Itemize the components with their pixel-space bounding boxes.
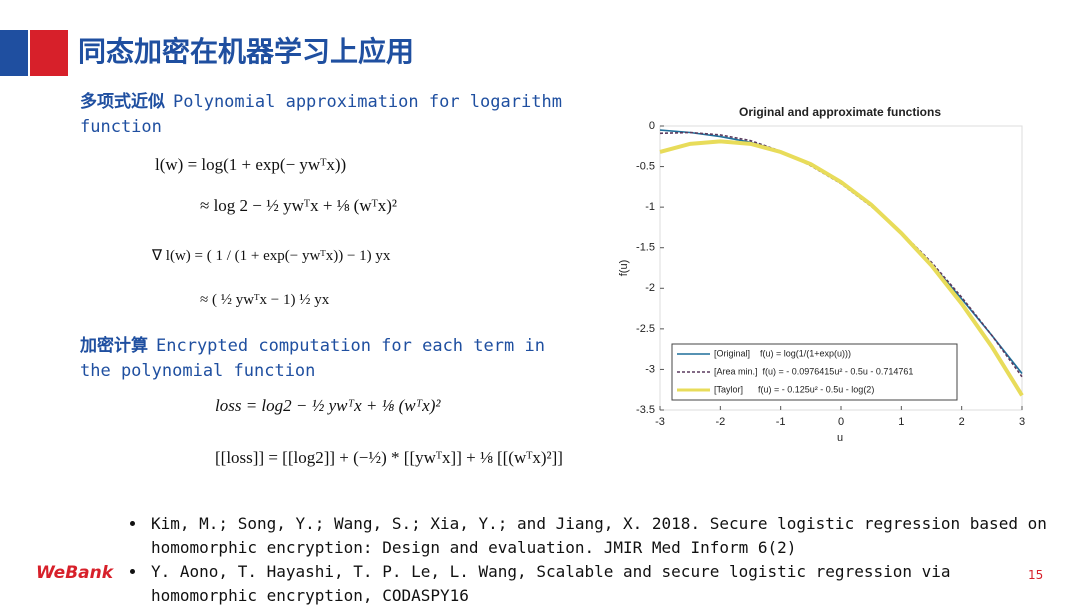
section: 多项式近似 Polynomial approximation for logari… xyxy=(80,90,600,140)
legend-label: [Taylor] f(u) = - 0.125u² - 0.5u - log(2… xyxy=(714,384,874,394)
legend-label: [Area min.] f(u) = - 0.0976415u² - 0.5u … xyxy=(714,366,913,376)
x-tick-label: -2 xyxy=(715,416,725,428)
logo: WeBank xyxy=(36,563,114,583)
formula: ∇ l(w) = ( 1 / (1 + exp(− ywᵀx)) − 1) yx xyxy=(152,248,391,264)
x-axis-label: u xyxy=(837,432,843,444)
x-tick-label: 3 xyxy=(1019,416,1025,428)
y-tick-label: -1 xyxy=(645,201,655,213)
x-tick-label: -1 xyxy=(776,416,786,428)
heading: 加密计算 xyxy=(80,336,148,356)
x-tick-label: 0 xyxy=(838,416,844,428)
legend-box xyxy=(671,343,958,401)
slide-title: 同态加密在机器学习上应用 xyxy=(78,35,415,68)
formula: [[loss]] = [[log2]] + (−½) * [[ywᵀx]] + … xyxy=(215,448,563,467)
formula: ≈ ( ½ ywᵀx − 1) ½ yx xyxy=(200,292,330,308)
x-tick-label: 1 xyxy=(898,416,904,428)
section-text: Polynomial approximation for logarithm f… xyxy=(80,92,562,137)
y-tick-label: -3 xyxy=(645,363,655,375)
reference: Y. Aono, T. Hayashi, T. P. Le, L. Wang, … xyxy=(147,560,1047,608)
y-tick-label: -3.5 xyxy=(636,404,655,416)
y-axis-label: f(u) xyxy=(618,260,630,277)
y-tick-label: -2.5 xyxy=(636,323,655,335)
x-tick-label: 2 xyxy=(959,416,965,428)
y-tick-label: -2 xyxy=(645,282,655,294)
page-number: 15 xyxy=(1028,568,1044,582)
references: Kim, M.; Song, Y.; Wang, S.; Xia, Y.; an… xyxy=(125,512,1047,608)
series-line xyxy=(659,139,1024,397)
y-tick-label: -1.5 xyxy=(636,242,655,254)
reference: Kim, M.; Song, Y.; Wang, S.; Xia, Y.; an… xyxy=(147,512,1047,560)
chart: Original and approximate functions u f(u… xyxy=(618,105,1025,444)
formula: l(w) = log(1 + exp(− ywᵀx)) xyxy=(155,155,347,174)
section-text: Encrypted computation for each term in t… xyxy=(80,336,545,381)
x-tick-label: -3 xyxy=(655,416,665,428)
bar-red xyxy=(30,30,68,76)
formula: loss = log2 − ½ ywᵀx + ⅛ (wᵀx)² xyxy=(215,396,441,415)
chart-title: Original and approximate functions xyxy=(739,105,941,119)
y-tick-label: 0 xyxy=(649,120,655,132)
formula: ≈ log 2 − ½ ywᵀx + ⅛ (wᵀx)² xyxy=(200,196,398,215)
y-tick-label: -0.5 xyxy=(636,160,655,172)
bar-blue xyxy=(0,30,28,76)
section: 加密计算 Encrypted computation for each term … xyxy=(80,334,580,384)
legend-label: [Original] f(u) = log(1/(1+exp(u))) xyxy=(714,348,851,358)
heading: 多项式近似 xyxy=(80,92,165,112)
